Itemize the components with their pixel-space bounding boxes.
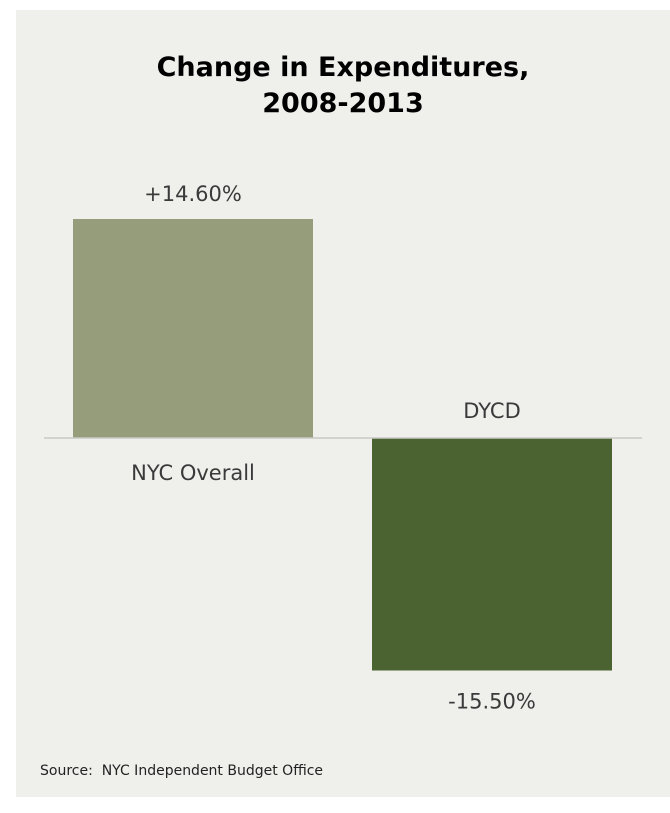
bar-1 <box>73 219 313 438</box>
source-note: Source: NYC Independent Budget Office <box>40 763 324 779</box>
category-label-1: NYC Overall <box>131 461 255 485</box>
chart-title: Change in Expenditures, 2008-2013 <box>16 50 670 122</box>
data-label-2: -15.50% <box>448 690 536 714</box>
chart-title-line-2: 2008-2013 <box>262 88 424 119</box>
bar-2 <box>372 438 612 671</box>
data-label-1: +14.60% <box>144 182 242 206</box>
chart-panel: Change in Expenditures, 2008-2013 +14.60… <box>16 10 670 797</box>
chart-title-line-1: Change in Expenditures, <box>156 52 530 83</box>
bar-chart: +14.60% NYC Overall -15.50% DYCD <box>44 182 642 714</box>
category-label-2: DYCD <box>463 399 521 423</box>
